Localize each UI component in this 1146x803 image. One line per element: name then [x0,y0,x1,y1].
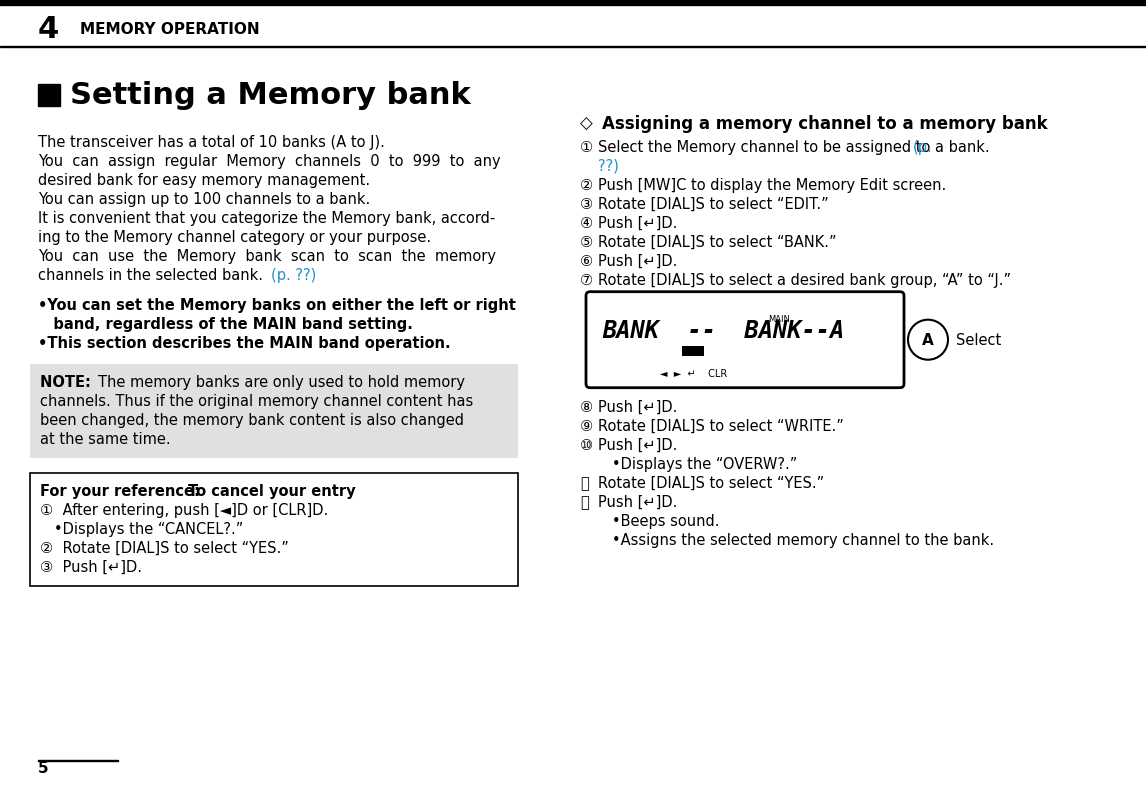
Text: ③: ③ [580,197,594,211]
Text: You can assign up to 100 channels to a bank.: You can assign up to 100 channels to a b… [38,192,370,206]
Text: MEMORY OPERATION: MEMORY OPERATION [80,22,260,38]
Text: ing to the Memory channel category or your purpose.: ing to the Memory channel category or yo… [38,230,431,245]
Text: ⑥: ⑥ [580,254,594,268]
Text: Rotate [DIAL]S to select a desired bank group, “A” to “J.”: Rotate [DIAL]S to select a desired bank … [598,272,1011,287]
Text: Assigning a memory channel to a memory bank: Assigning a memory channel to a memory b… [602,115,1047,132]
Text: ⑩: ⑩ [580,438,594,452]
Text: ⑫: ⑫ [580,495,589,509]
Text: Push [↵]D.: Push [↵]D. [598,438,677,452]
Bar [682,346,704,357]
Text: (p. ??): (p. ??) [270,267,316,283]
FancyBboxPatch shape [586,292,904,388]
Text: Rotate [DIAL]S to select “WRITE.”: Rotate [DIAL]S to select “WRITE.” [598,418,843,434]
Bar [38,85,60,107]
Bar [30,365,518,459]
Text: Push [MW]C to display the Memory Edit screen.: Push [MW]C to display the Memory Edit sc… [598,177,947,193]
Text: ◄  ►  ↵    CLR: ◄ ► ↵ CLR [660,369,728,378]
Text: The memory banks are only used to hold memory: The memory banks are only used to hold m… [99,374,465,389]
Text: For your reference:: For your reference: [40,483,199,499]
Text: Push [↵]D.: Push [↵]D. [58,560,142,574]
Text: •Beeps sound.: •Beeps sound. [598,513,720,528]
Text: ⑤: ⑤ [580,234,594,250]
Bar [38,760,118,761]
Text: (p.: (p. [913,140,933,154]
Text: been changed, the memory bank content is also changed: been changed, the memory bank content is… [40,413,464,427]
Text: •This section describes the MAIN band operation.: •This section describes the MAIN band op… [38,336,450,351]
Text: ◇: ◇ [580,115,592,132]
Text: channels in the selected bank.: channels in the selected bank. [38,267,268,283]
Text: 5: 5 [38,760,48,775]
Text: ③: ③ [40,560,53,574]
Text: ②: ② [40,540,53,556]
Text: at the same time.: at the same time. [40,431,171,446]
Text: ??): ??) [598,158,619,173]
Text: ①: ① [40,503,53,517]
Text: Push [↵]D.: Push [↵]D. [598,254,677,268]
Text: •You can set the Memory banks on either the left or right: •You can set the Memory banks on either … [38,298,516,313]
Text: NOTE:: NOTE: [40,374,96,389]
Text: Select: Select [956,332,1002,348]
Text: •Assigns the selected memory channel to the bank.: •Assigns the selected memory channel to … [598,532,994,547]
Text: After entering, push [◄]D or [CLR]D.: After entering, push [◄]D or [CLR]D. [58,503,328,517]
Text: Rotate [DIAL]S to select “YES.”: Rotate [DIAL]S to select “YES.” [598,475,824,491]
Text: Rotate [DIAL]S to select “YES.”: Rotate [DIAL]S to select “YES.” [58,540,289,556]
Text: MAIN: MAIN [768,314,790,324]
Text: desired bank for easy memory management.: desired bank for easy memory management. [38,173,370,188]
Text: ①: ① [580,140,594,154]
Circle shape [908,320,948,361]
Bar [0,47,1146,48]
Text: To cancel your entry: To cancel your entry [188,483,355,499]
Bar [0,0,1146,6]
Text: channels. Thus if the original memory channel content has: channels. Thus if the original memory ch… [40,393,473,409]
Text: The transceiver has a total of 10 banks (A to J).: The transceiver has a total of 10 banks … [38,135,385,150]
Text: Push [↵]D.: Push [↵]D. [598,215,677,230]
Text: Setting a Memory bank: Setting a Memory bank [70,81,471,110]
Text: ⑪: ⑪ [580,475,589,491]
Text: You  can  use  the  Memory  bank  scan  to  scan  the  memory: You can use the Memory bank scan to scan… [38,249,496,263]
Bar [30,474,518,586]
Text: •Displays the “OVERW?.”: •Displays the “OVERW?.” [598,456,798,471]
Text: You  can  assign  regular  Memory  channels  0  to  999  to  any: You can assign regular Memory channels 0… [38,154,501,169]
Text: A: A [923,332,934,348]
Text: ⑨: ⑨ [580,418,594,434]
Text: band, regardless of the MAIN band setting.: band, regardless of the MAIN band settin… [38,317,413,332]
Text: 4: 4 [38,15,60,44]
Text: BANK  --  BANK--A: BANK -- BANK--A [602,318,845,342]
Text: •Displays the “CANCEL?.”: •Displays the “CANCEL?.” [40,521,243,536]
Text: Push [↵]D.: Push [↵]D. [598,399,677,414]
Text: Rotate [DIAL]S to select “EDIT.”: Rotate [DIAL]S to select “EDIT.” [598,197,829,211]
Text: Rotate [DIAL]S to select “BANK.”: Rotate [DIAL]S to select “BANK.” [598,234,837,250]
Text: ⑦: ⑦ [580,272,594,287]
Text: Select the Memory channel to be assigned to a bank.: Select the Memory channel to be assigned… [598,140,995,154]
Text: ⑧: ⑧ [580,399,594,414]
Text: ②: ② [580,177,594,193]
Text: MR: MR [688,349,698,354]
Text: ④: ④ [580,215,594,230]
Text: It is convenient that you categorize the Memory bank, accord-: It is convenient that you categorize the… [38,210,495,226]
Text: Push [↵]D.: Push [↵]D. [598,495,677,509]
